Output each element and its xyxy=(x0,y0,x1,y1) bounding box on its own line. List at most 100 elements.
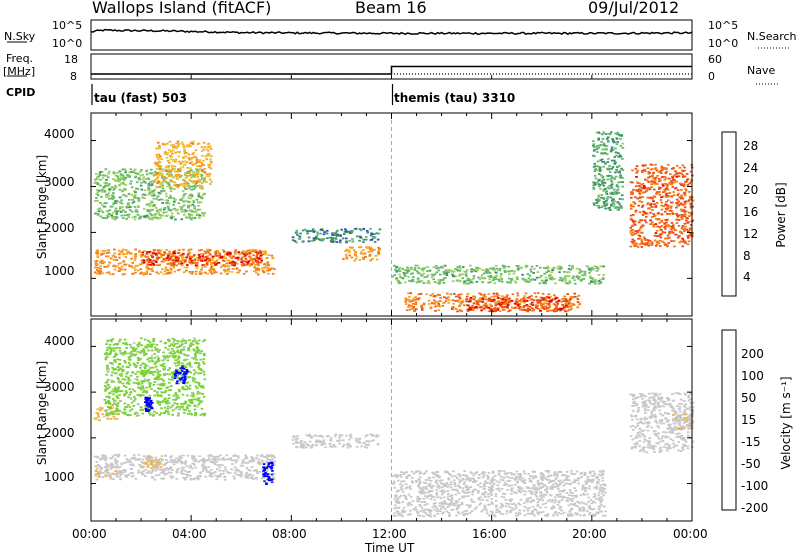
power-cell xyxy=(138,200,141,202)
velocity-cell xyxy=(202,361,205,363)
power-cell xyxy=(174,252,177,254)
power-cell xyxy=(634,211,637,213)
power-cell xyxy=(253,270,256,272)
power-cell xyxy=(406,267,409,269)
power-cell xyxy=(674,234,677,236)
power-cell xyxy=(129,206,132,208)
power-cell xyxy=(257,274,260,276)
power-cell xyxy=(178,263,181,265)
power-cell xyxy=(159,184,162,186)
velocity-cell xyxy=(168,379,171,381)
power-cell xyxy=(157,249,160,251)
velocity-cell xyxy=(177,350,180,352)
power-cell xyxy=(653,189,656,191)
velocity-cell xyxy=(127,377,130,379)
power-cell xyxy=(671,226,674,228)
power-cell xyxy=(656,202,659,204)
power-cell xyxy=(192,204,195,206)
power-cell xyxy=(182,249,185,251)
power-cell xyxy=(684,215,687,217)
power-cell xyxy=(594,175,597,177)
velocity-cell xyxy=(160,388,163,390)
power-cell xyxy=(144,194,147,196)
power-cell xyxy=(428,303,431,305)
velocity-cell xyxy=(138,454,141,456)
power-cell xyxy=(427,280,430,282)
velocity-cell xyxy=(176,343,179,345)
power-cell xyxy=(96,189,99,191)
power-cell xyxy=(124,211,127,213)
power-cell xyxy=(183,271,186,273)
velocity-cell xyxy=(157,464,160,466)
power-cell xyxy=(618,203,621,205)
power-cell xyxy=(522,297,525,299)
velocity-cell xyxy=(193,456,196,458)
power-cell xyxy=(476,281,479,283)
power-cell xyxy=(209,249,212,251)
velocity-cell xyxy=(117,456,120,458)
velocity-cell xyxy=(115,389,118,391)
velocity-cell xyxy=(96,408,99,410)
power-cell xyxy=(605,133,608,135)
power-cell xyxy=(546,303,549,305)
power-cell xyxy=(116,213,119,215)
velocity-cell xyxy=(145,456,148,458)
power-cell xyxy=(131,262,134,264)
velocity-cell xyxy=(97,473,100,475)
power-cell xyxy=(556,303,559,305)
power-cell xyxy=(483,304,486,306)
power-cell xyxy=(94,267,97,269)
power-cell xyxy=(659,240,662,242)
power-cell xyxy=(203,213,206,215)
velocity-cell xyxy=(114,470,117,472)
power-cell xyxy=(349,246,352,248)
velocity-cell xyxy=(142,459,145,461)
power-cell xyxy=(606,193,609,195)
power-cell xyxy=(561,280,564,282)
velocity-cell xyxy=(181,406,184,408)
power-cell xyxy=(106,252,109,254)
power-cell xyxy=(271,255,274,257)
velocity-cell xyxy=(133,454,136,456)
power-cell xyxy=(189,162,192,164)
power-cell xyxy=(125,218,128,220)
velocity-cell xyxy=(198,404,201,406)
power-cell xyxy=(198,181,201,183)
power-cell xyxy=(476,303,479,305)
power-cell xyxy=(150,192,153,194)
power-cell xyxy=(597,161,600,163)
power-cell xyxy=(665,222,668,224)
velocity-cell xyxy=(137,470,140,472)
power-cell xyxy=(442,279,445,281)
power-cell xyxy=(243,273,246,275)
power-cell xyxy=(576,268,579,270)
power-cell xyxy=(461,302,464,304)
power-cell xyxy=(134,194,137,196)
velocity-cell xyxy=(122,352,125,354)
power-cell xyxy=(178,152,181,154)
power-cell xyxy=(465,298,468,300)
power-cell xyxy=(174,166,177,168)
velocity-cell xyxy=(144,475,147,477)
power-cell xyxy=(679,203,682,205)
velocity-cell xyxy=(137,351,140,353)
power-cell xyxy=(97,256,100,258)
power-cell xyxy=(374,241,377,243)
power-cell xyxy=(543,308,546,310)
power-cell xyxy=(639,211,642,213)
power-cell xyxy=(643,185,646,187)
velocity-cell xyxy=(119,470,122,472)
power-cell xyxy=(155,261,158,263)
power-cell xyxy=(210,148,213,150)
power-cell xyxy=(148,268,151,270)
power-cell xyxy=(348,240,351,242)
power-cell xyxy=(105,179,108,181)
power-cell xyxy=(195,168,198,170)
power-cell xyxy=(143,259,146,261)
velocity-cell xyxy=(193,337,196,339)
power-cell xyxy=(566,293,569,295)
velocity-cell xyxy=(219,464,222,466)
power-cell xyxy=(514,281,517,283)
power-cell xyxy=(115,208,118,210)
velocity-cell xyxy=(163,412,166,414)
